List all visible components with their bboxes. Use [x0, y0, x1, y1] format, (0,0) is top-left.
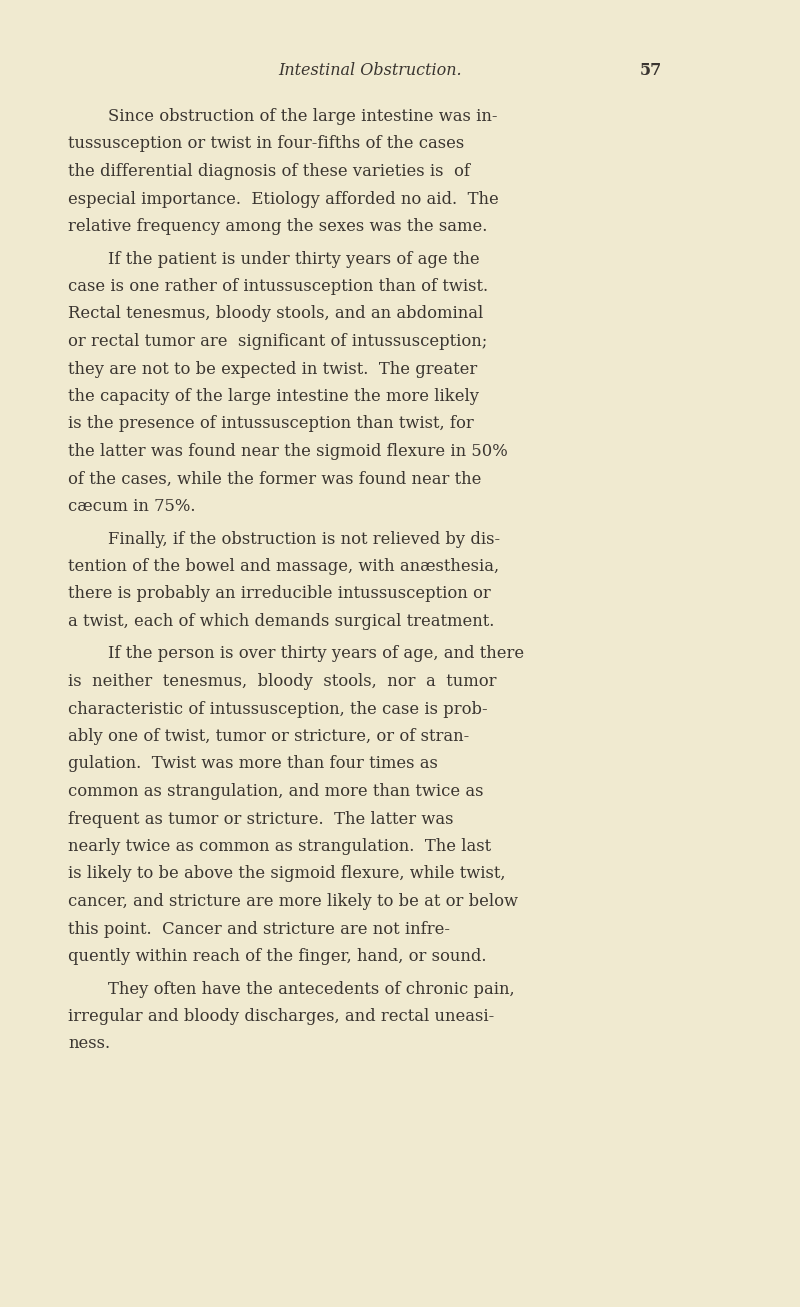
Text: case is one rather of intussusception than of twist.: case is one rather of intussusception th… — [68, 278, 488, 295]
Text: tention of the bowel and massage, with anæsthesia,: tention of the bowel and massage, with a… — [68, 558, 499, 575]
Text: If the patient is under thirty years of age the: If the patient is under thirty years of … — [108, 251, 480, 268]
Text: this point.  Cancer and stricture are not infre-: this point. Cancer and stricture are not… — [68, 920, 450, 937]
Text: 57: 57 — [640, 61, 662, 78]
Text: ness.: ness. — [68, 1035, 110, 1052]
Text: or rectal tumor are  significant of intussusception;: or rectal tumor are significant of intus… — [68, 333, 487, 350]
Text: common as strangulation, and more than twice as: common as strangulation, and more than t… — [68, 783, 483, 800]
Text: of the cases, while the former was found near the: of the cases, while the former was found… — [68, 471, 482, 488]
Text: If the person is over thirty years of age, and there: If the person is over thirty years of ag… — [108, 646, 524, 663]
Text: the differential diagnosis of these varieties is  of: the differential diagnosis of these vari… — [68, 163, 470, 180]
Text: is likely to be above the sigmoid flexure, while twist,: is likely to be above the sigmoid flexur… — [68, 865, 506, 882]
Text: they are not to be expected in twist.  The greater: they are not to be expected in twist. Th… — [68, 361, 478, 378]
Text: tussusception or twist in four-fifths of the cases: tussusception or twist in four-fifths of… — [68, 136, 464, 153]
Text: is  neither  tenesmus,  bloody  stools,  nor  a  tumor: is neither tenesmus, bloody stools, nor … — [68, 673, 497, 690]
Text: Since obstruction of the large intestine was in-: Since obstruction of the large intestine… — [108, 108, 498, 125]
Text: ably one of twist, tumor or stricture, or of stran-: ably one of twist, tumor or stricture, o… — [68, 728, 470, 745]
Text: a twist, each of which demands surgical treatment.: a twist, each of which demands surgical … — [68, 613, 494, 630]
Text: nearly twice as common as strangulation.  The last: nearly twice as common as strangulation.… — [68, 838, 491, 855]
Text: relative frequency among the sexes was the same.: relative frequency among the sexes was t… — [68, 218, 487, 235]
Text: frequent as tumor or stricture.  The latter was: frequent as tumor or stricture. The latt… — [68, 810, 454, 827]
Text: Intestinal Obstruction.: Intestinal Obstruction. — [278, 61, 462, 78]
Text: cancer, and stricture are more likely to be at or below: cancer, and stricture are more likely to… — [68, 893, 518, 910]
Text: there is probably an irreducible intussusception or: there is probably an irreducible intussu… — [68, 586, 490, 603]
Text: cæcum in 75%.: cæcum in 75%. — [68, 498, 195, 515]
Text: irregular and bloody discharges, and rectal uneasi-: irregular and bloody discharges, and rec… — [68, 1008, 494, 1025]
Text: gulation.  Twist was more than four times as: gulation. Twist was more than four times… — [68, 755, 438, 772]
Text: is the presence of intussusception than twist, for: is the presence of intussusception than … — [68, 416, 474, 433]
Text: the latter was found near the sigmoid flexure in 50%: the latter was found near the sigmoid fl… — [68, 443, 508, 460]
Text: quently within reach of the finger, hand, or sound.: quently within reach of the finger, hand… — [68, 948, 486, 965]
Text: Rectal tenesmus, bloody stools, and an abdominal: Rectal tenesmus, bloody stools, and an a… — [68, 306, 483, 323]
Text: characteristic of intussusception, the case is prob-: characteristic of intussusception, the c… — [68, 701, 488, 718]
Text: especial importance.  Etiology afforded no aid.  The: especial importance. Etiology afforded n… — [68, 191, 498, 208]
Text: They often have the antecedents of chronic pain,: They often have the antecedents of chron… — [108, 980, 514, 997]
Text: Finally, if the obstruction is not relieved by dis-: Finally, if the obstruction is not relie… — [108, 531, 500, 548]
Text: the capacity of the large intestine the more likely: the capacity of the large intestine the … — [68, 388, 479, 405]
